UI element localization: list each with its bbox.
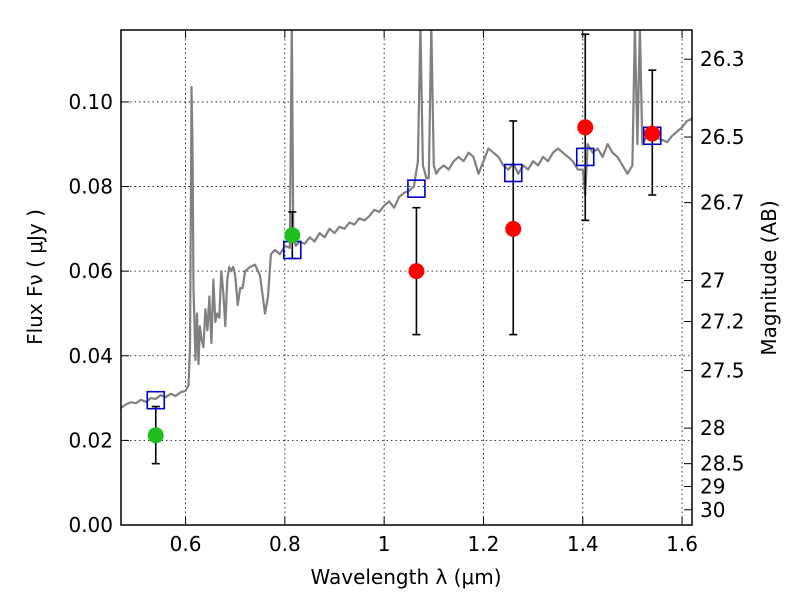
grid [121, 30, 692, 525]
y-tick-label: 0.02 [68, 428, 113, 452]
observed-point [644, 125, 661, 142]
x-tick-label: 1 [378, 532, 391, 556]
observed-point [147, 427, 164, 444]
mag-tick-label: 26.7 [700, 191, 745, 215]
mag-tick-label: 27.2 [700, 310, 745, 334]
y-axis-right-label: Magnitude (AB) [757, 200, 781, 355]
model-band-square [503, 163, 523, 183]
plot-frame [120, 29, 693, 526]
model-band-square [407, 179, 426, 198]
mag-tick-label: 27.5 [700, 359, 745, 383]
model-band-square [146, 390, 166, 410]
axis-labels: Wavelength λ (μm) Flux Fν ( μJy ) Magnit… [23, 200, 781, 589]
x-tick-label: 0.6 [170, 532, 202, 556]
y-tick-label: 0.04 [68, 344, 113, 368]
x-tick-label: 1.4 [567, 532, 599, 556]
y-tick-label: 0.00 [68, 513, 113, 537]
axis-ticks: 0.6 0.8 1 1.2 1.4 1.6 0.00 0.02 0.04 0.06 0.08 0.10… [68, 30, 745, 556]
y-axis-label: Flux Fν ( μJy ) [23, 209, 47, 345]
observed-point [408, 263, 425, 280]
observed-point [284, 227, 301, 244]
mag-tick-label: 26.5 [700, 125, 745, 149]
mag-tick-label: 27 [700, 268, 725, 292]
observed-point [577, 119, 594, 136]
mag-tick-label: 26.3 [700, 47, 745, 71]
markers [146, 119, 662, 444]
mag-tick-label: 29 [700, 475, 725, 499]
x-tick-label: 1.6 [666, 532, 698, 556]
x-tick-label: 1.2 [468, 532, 500, 556]
mag-tick-label: 28.5 [700, 452, 745, 476]
mag-tick-label: 30 [700, 498, 725, 522]
y-tick-label: 0.06 [68, 259, 113, 283]
y-tick-label: 0.10 [68, 90, 113, 114]
mag-tick-label: 28 [700, 416, 725, 440]
observed-point [505, 220, 522, 237]
y-tick-label: 0.08 [68, 175, 113, 199]
x-axis-label: Wavelength λ (μm) [310, 565, 501, 589]
x-tick-label: 0.8 [269, 532, 301, 556]
model-band-square [575, 147, 595, 167]
